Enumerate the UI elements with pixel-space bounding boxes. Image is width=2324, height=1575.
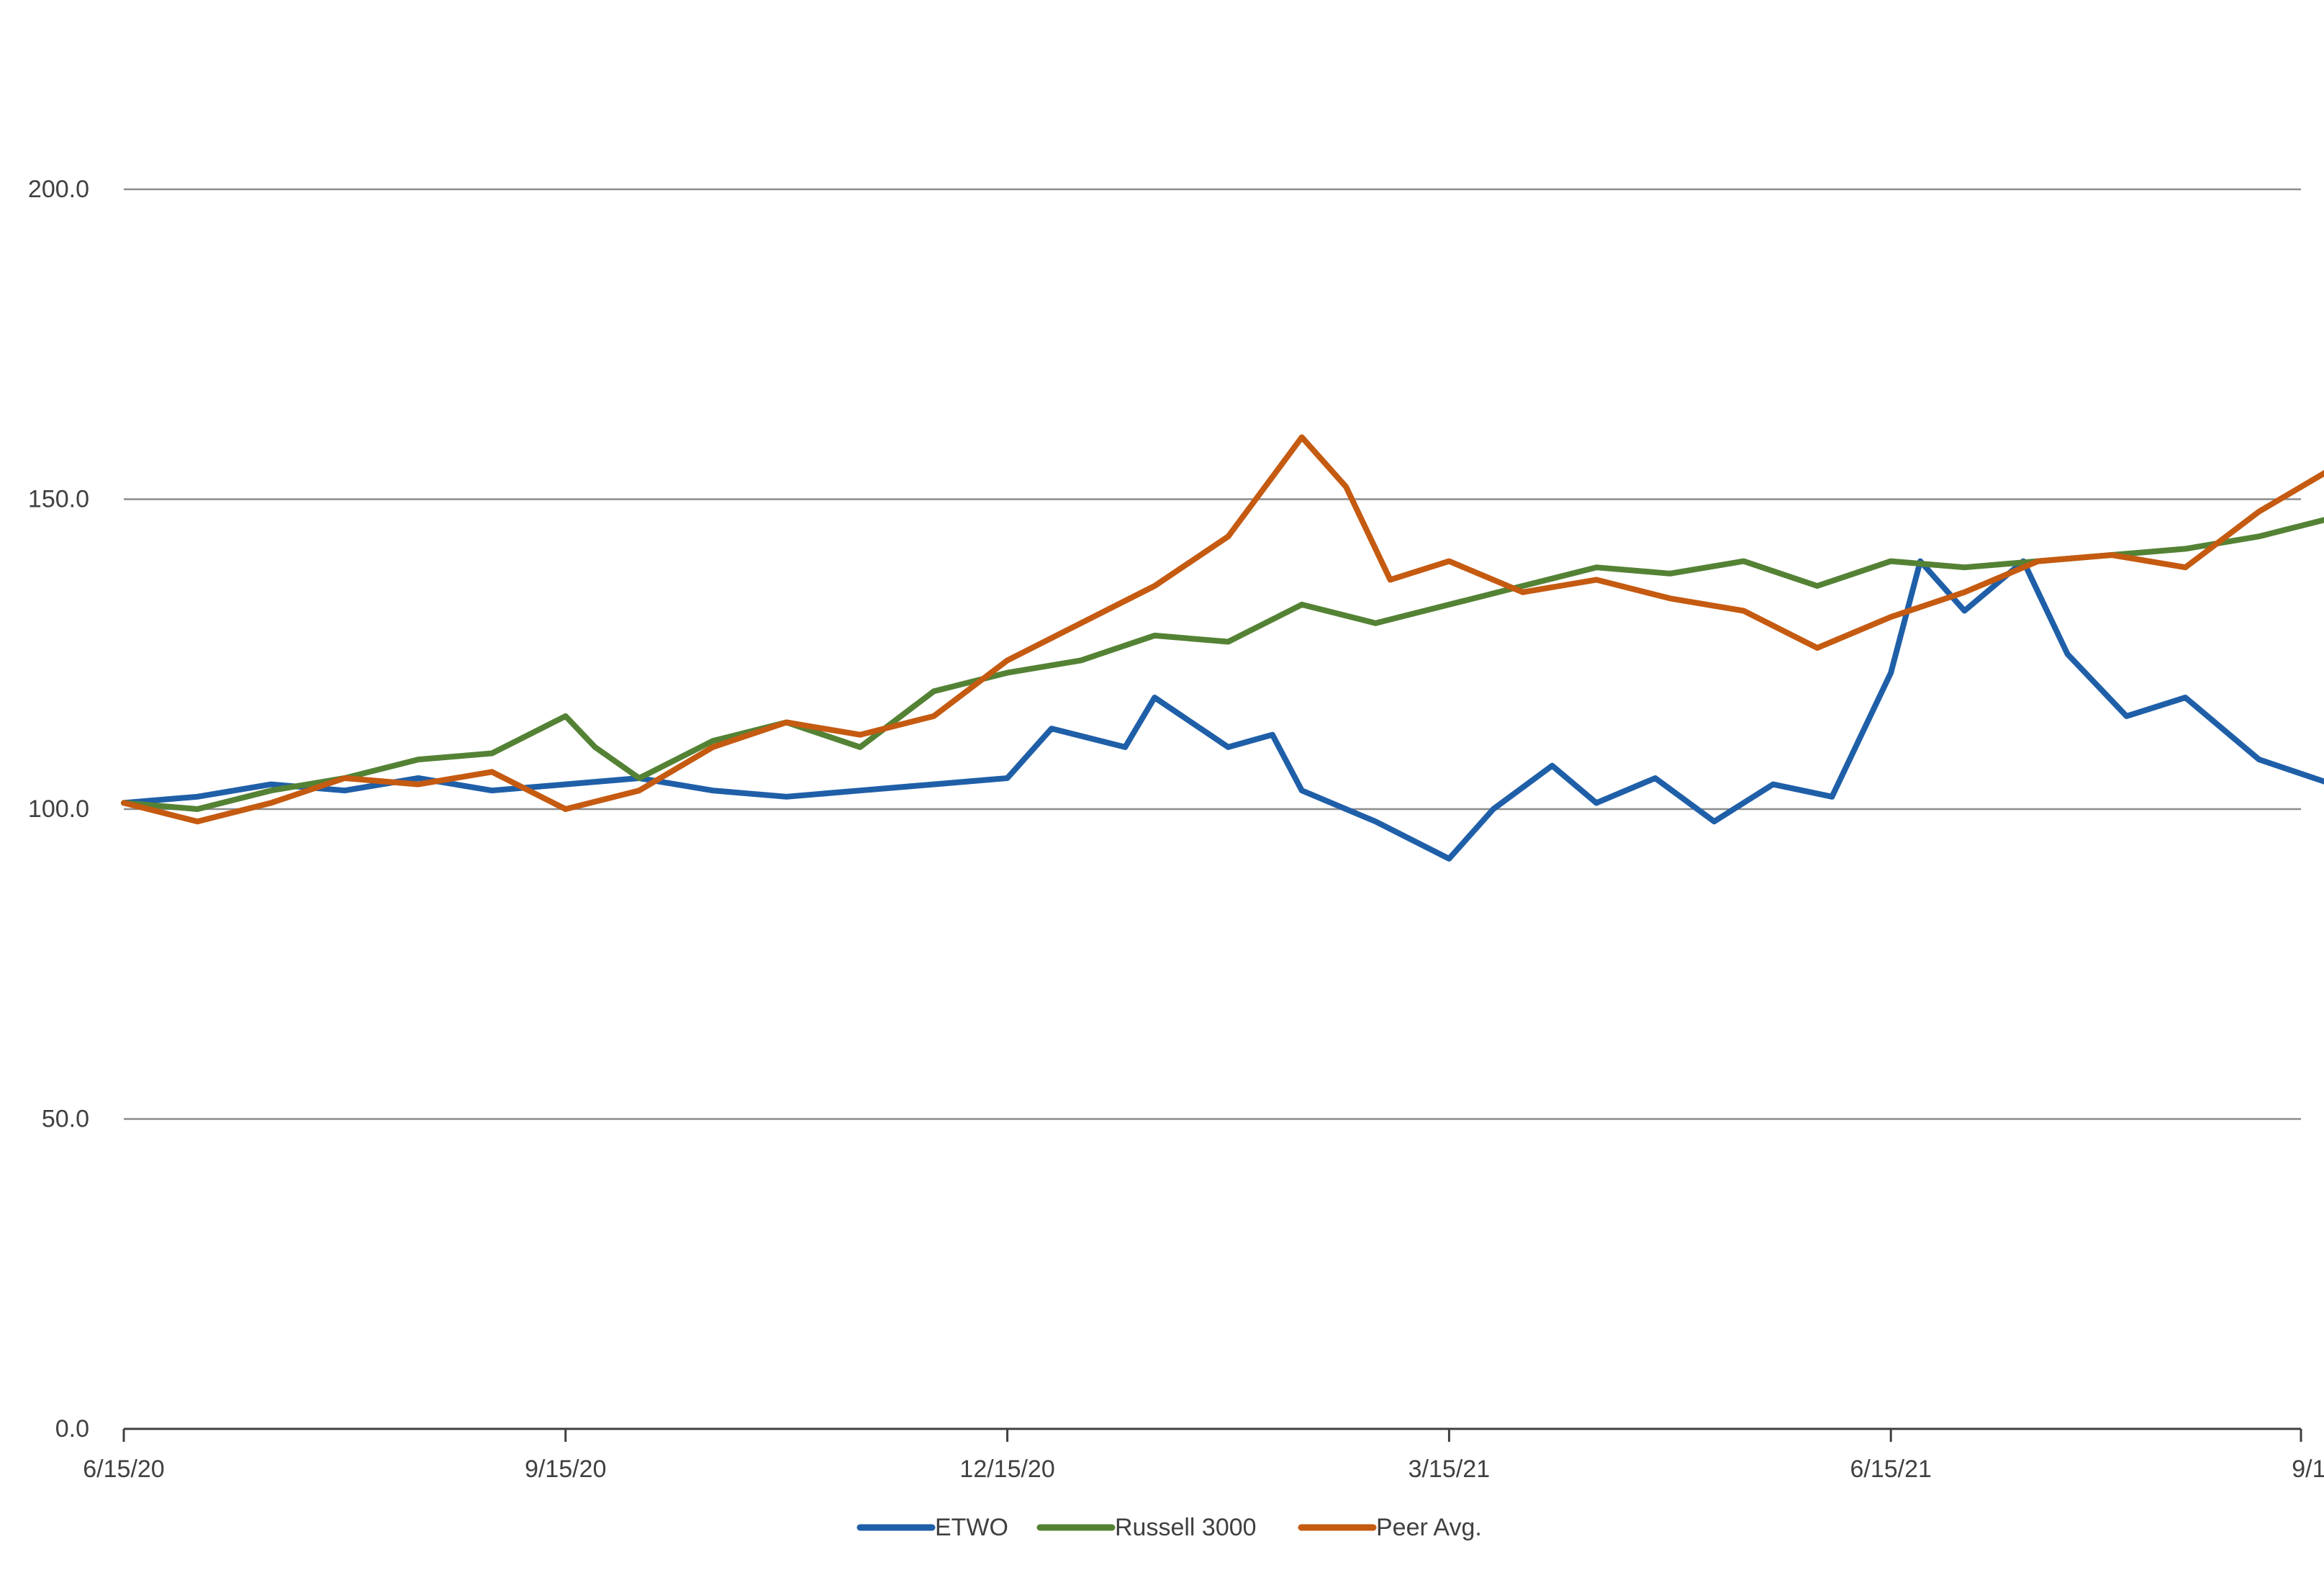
y-tick-label: 0.0 xyxy=(55,1415,89,1443)
y-tick-label: 50.0 xyxy=(42,1106,89,1133)
series-line-russell-3000 xyxy=(121,517,2324,812)
y-tick-label: 200.0 xyxy=(28,176,89,203)
x-tick-label: 6/15/21 xyxy=(1850,1456,1931,1483)
x-tick-label: 6/15/20 xyxy=(83,1456,164,1483)
legend-label: Russell 3000 xyxy=(1115,1514,1257,1541)
gridlines xyxy=(124,188,2301,1120)
series-line-etwo xyxy=(121,558,2324,862)
legend: ETWO Russell 3000 Peer Avg. xyxy=(856,1514,1482,1541)
x-axis xyxy=(122,1427,2302,1442)
y-axis-tick-labels: 0.0 50.0 100.0 150.0 200.0 xyxy=(28,176,89,1443)
x-tick-label: 9/15/21 xyxy=(2292,1456,2324,1483)
x-tick-label: 3/15/21 xyxy=(1409,1456,1490,1483)
series-lines xyxy=(121,434,2324,862)
y-tick-label: 100.0 xyxy=(28,795,89,823)
series-line-peer-avg xyxy=(121,434,2324,825)
legend-label: ETWO xyxy=(935,1514,1008,1541)
x-tick-label: 12/15/20 xyxy=(959,1456,1054,1483)
legend-label: Peer Avg. xyxy=(1376,1514,1482,1541)
y-tick-label: 150.0 xyxy=(28,486,89,513)
x-tick-label: 9/15/20 xyxy=(525,1456,606,1483)
x-axis-tick-labels: 6/15/20 9/15/20 12/15/20 3/15/21 6/15/21 9/15… xyxy=(83,1456,2324,1483)
